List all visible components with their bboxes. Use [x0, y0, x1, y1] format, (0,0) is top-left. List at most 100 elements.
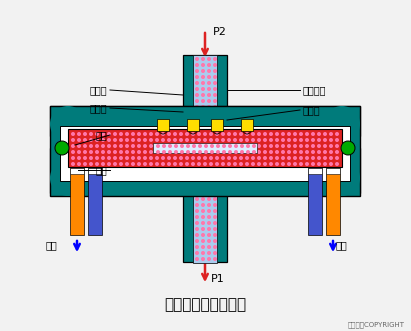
Circle shape [167, 144, 171, 148]
Circle shape [207, 209, 211, 213]
Circle shape [101, 138, 105, 142]
Circle shape [161, 138, 165, 142]
Circle shape [195, 239, 199, 243]
Circle shape [207, 99, 211, 103]
Circle shape [317, 144, 321, 148]
Circle shape [251, 162, 255, 166]
Circle shape [239, 144, 243, 148]
Circle shape [213, 117, 217, 121]
Circle shape [107, 156, 111, 160]
Circle shape [311, 162, 315, 166]
Circle shape [335, 156, 339, 160]
Circle shape [192, 150, 196, 154]
Circle shape [201, 99, 205, 103]
Circle shape [213, 215, 217, 219]
Circle shape [207, 233, 211, 237]
Circle shape [221, 144, 225, 148]
Circle shape [215, 132, 219, 136]
Circle shape [239, 150, 243, 154]
Circle shape [71, 162, 75, 166]
Circle shape [161, 132, 165, 136]
Circle shape [89, 138, 93, 142]
Circle shape [275, 132, 279, 136]
Circle shape [251, 132, 255, 136]
Circle shape [329, 156, 333, 160]
Circle shape [209, 132, 213, 136]
Circle shape [221, 138, 225, 142]
Bar [70, 168, 84, 235]
Circle shape [77, 138, 81, 142]
Text: 引线: 引线 [95, 165, 107, 175]
Circle shape [155, 150, 159, 154]
Circle shape [107, 162, 111, 166]
Circle shape [173, 138, 177, 142]
Circle shape [207, 63, 211, 67]
Text: 低压腔: 低压腔 [89, 85, 107, 95]
Circle shape [213, 221, 217, 225]
Circle shape [222, 144, 226, 148]
Circle shape [83, 144, 87, 148]
Circle shape [167, 162, 171, 166]
Circle shape [71, 150, 75, 154]
Circle shape [239, 162, 243, 166]
Circle shape [251, 156, 255, 160]
Circle shape [83, 150, 87, 154]
Circle shape [143, 138, 147, 142]
Circle shape [293, 156, 297, 160]
Circle shape [213, 141, 217, 145]
Circle shape [275, 162, 279, 166]
Circle shape [207, 173, 211, 177]
Circle shape [143, 150, 147, 154]
Circle shape [323, 138, 327, 142]
Circle shape [101, 156, 105, 160]
Circle shape [317, 150, 321, 154]
Circle shape [246, 150, 250, 154]
Bar [157, 119, 169, 131]
Circle shape [143, 132, 147, 136]
Circle shape [263, 156, 267, 160]
Circle shape [197, 162, 201, 166]
Circle shape [143, 156, 147, 160]
Circle shape [293, 144, 297, 148]
Circle shape [149, 150, 153, 154]
Circle shape [269, 162, 273, 166]
Circle shape [195, 93, 199, 97]
Circle shape [305, 132, 309, 136]
Circle shape [55, 141, 69, 155]
Circle shape [125, 162, 129, 166]
Circle shape [207, 245, 211, 249]
Circle shape [287, 150, 291, 154]
Circle shape [251, 144, 255, 148]
Circle shape [213, 123, 217, 127]
Circle shape [233, 156, 237, 160]
Circle shape [179, 162, 183, 166]
Circle shape [119, 138, 123, 142]
Circle shape [213, 93, 217, 97]
Circle shape [195, 87, 199, 91]
Circle shape [227, 150, 231, 154]
Circle shape [71, 132, 75, 136]
Circle shape [299, 132, 303, 136]
Circle shape [323, 132, 327, 136]
Circle shape [201, 117, 205, 121]
Circle shape [185, 132, 189, 136]
Circle shape [213, 203, 217, 207]
Bar [193, 171, 217, 263]
Circle shape [207, 221, 211, 225]
Circle shape [137, 138, 141, 142]
Circle shape [137, 150, 141, 154]
Circle shape [329, 150, 333, 154]
Circle shape [311, 138, 315, 142]
Circle shape [201, 129, 205, 133]
Circle shape [245, 150, 249, 154]
Circle shape [240, 150, 244, 154]
Circle shape [195, 63, 199, 67]
Circle shape [275, 150, 279, 154]
Circle shape [275, 144, 279, 148]
Circle shape [156, 150, 160, 154]
Circle shape [213, 179, 217, 183]
Circle shape [210, 144, 214, 148]
Circle shape [77, 156, 81, 160]
Circle shape [213, 251, 217, 255]
Circle shape [293, 150, 297, 154]
